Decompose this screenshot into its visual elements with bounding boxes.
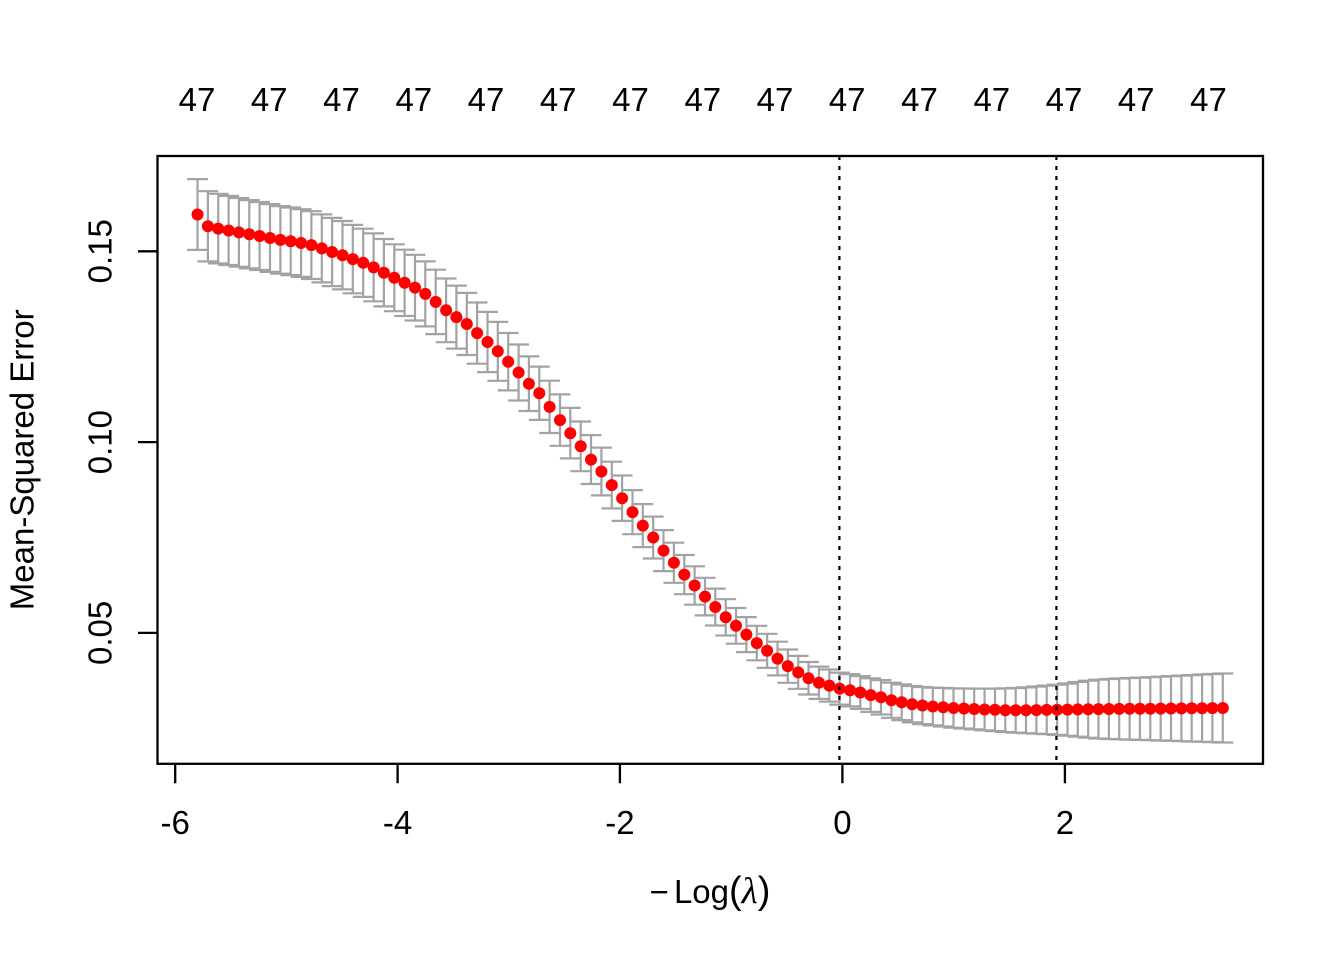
svg-text:−Log(λ): − Log(λ) [650,870,771,912]
svg-text:Mean-Squared Error: Mean-Squared Error [4,309,41,610]
svg-text:47: 47 [1118,81,1155,118]
svg-text:47: 47 [757,81,794,118]
svg-text:47: 47 [973,81,1010,118]
svg-text:-6: -6 [161,804,190,841]
svg-text:47: 47 [323,81,360,118]
svg-text:47: 47 [251,81,288,118]
svg-text:47: 47 [1190,81,1227,118]
svg-text:0.15: 0.15 [81,219,118,283]
svg-text:47: 47 [468,81,505,118]
svg-text:47: 47 [684,81,721,118]
svg-text:47: 47 [901,81,938,118]
svg-text:-4: -4 [383,804,412,841]
svg-text:2: 2 [1056,804,1074,841]
svg-text:47: 47 [1046,81,1083,118]
svg-text:47: 47 [395,81,432,118]
svg-text:0.05: 0.05 [81,601,118,665]
svg-text:0: 0 [833,804,851,841]
svg-text:47: 47 [179,81,216,118]
svg-text:-2: -2 [605,804,634,841]
svg-text:47: 47 [612,81,649,118]
svg-text:47: 47 [540,81,577,118]
svg-text:47: 47 [829,81,866,118]
svg-text:0.10: 0.10 [81,410,118,474]
